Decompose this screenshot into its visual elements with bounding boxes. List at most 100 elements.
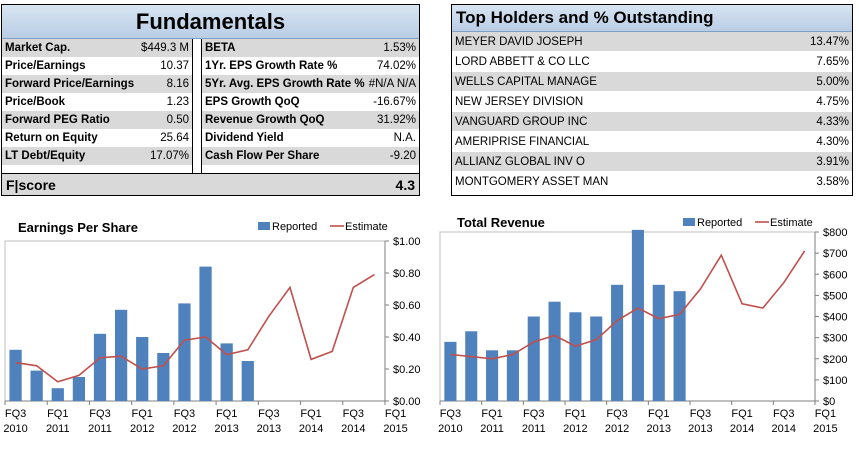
x-tick-year: 2014 [730,423,754,435]
holder-name: AMERIPRISE FINANCIAL [455,135,590,148]
metric-label: Dividend Yield [205,132,284,144]
x-tick-label: FQ3 [258,408,279,420]
column-separator [192,165,202,179]
metric-label: Market Cap. [5,42,71,54]
metric-label: Forward PEG Ratio [5,114,110,126]
holder-row: NEW JERSEY DIVISION 4.75% [452,92,852,112]
reported-bar [157,353,170,401]
x-tick-year: 2011 [480,423,504,435]
x-tick-label: FQ1 [132,408,153,420]
x-tick-year: 2015 [383,423,407,435]
holder-name: NEW JERSEY DIVISION [455,95,584,108]
x-tick-label: FQ3 [440,408,461,420]
reported-bar [241,361,254,401]
x-tick-label: FQ1 [481,408,502,420]
legend-reported-label: Reported [272,221,317,233]
holder-percent: 4.75% [816,95,849,108]
x-tick-label: FQ1 [300,408,321,420]
x-tick-year: 2014 [299,423,323,435]
fundamentals-row: Market Cap. $449.3 M BETA 1.53% [2,39,419,57]
column-separator [192,147,202,165]
reported-bar [590,316,603,401]
estimate-line [15,273,375,383]
x-tick-label: FQ3 [690,408,711,420]
x-tick-label: FQ1 [815,408,836,420]
metric-value: 25.64 [160,132,189,144]
metric-label: 1Yr. EPS Growth Rate % [205,60,338,72]
x-tick-year: 2014 [341,423,365,435]
reported-bar [444,341,457,401]
x-tick-label: FQ1 [47,408,68,420]
legend-reported-swatch [683,218,695,226]
metric-value: 1.53% [383,42,416,54]
reported-bar [72,377,86,401]
legend-estimate-label: Estimate [770,217,813,229]
x-tick-year: 2013 [214,423,238,435]
fscore-row: F|score 4.3 [2,173,419,195]
y-tick-label: $400 [823,312,847,324]
holder-row: AMERIPRISE FINANCIAL 4.30% [452,132,852,152]
plot-area [4,240,386,402]
x-tick-year: 2012 [172,423,196,435]
y-tick-label: $0.40 [393,332,421,344]
x-tick-year: 2012 [605,423,629,435]
holders-table: MEYER DAVID JOSEPH 13.47% LORD ABBETT & CO… [452,32,852,192]
fundamentals-left-cell: Forward PEG Ratio 0.50 [2,114,192,126]
metric-value: -9.20 [389,150,416,162]
fundamentals-right-cell: Cash Flow Per Share -9.20 [202,150,419,162]
x-tick-year: 2014 [772,423,796,435]
reported-bar [9,349,22,401]
legend-reported-label: Reported [697,217,742,229]
holder-percent: 4.30% [816,135,849,148]
top-holders-panel: Top Holders and % Outstanding MEYER DAVI… [451,4,853,196]
holder-percent: 5.00% [816,75,849,88]
metric-value: #N/A N/A [368,78,416,90]
reported-bar [631,229,644,401]
holder-percent: 4.33% [816,115,849,128]
column-separator [192,93,202,111]
fundamentals-right-cell: 1Yr. EPS Growth Rate % 74.02% [202,60,419,72]
reported-bar [486,350,499,401]
metric-label: Forward Price/Earnings [5,78,135,90]
holder-name: MEYER DAVID JOSEPH [455,35,583,48]
x-tick-year: 2012 [130,423,154,435]
holder-row: LORD ABBETT & CO LLC 7.65% [452,52,852,72]
column-separator [192,129,202,147]
x-tick-year: 2010 [438,423,462,435]
reported-bar [465,331,478,401]
reported-bar [611,284,624,401]
metric-value: N.A. [393,132,416,144]
holder-name: ALLIANZ GLOBAL INV O [455,155,585,168]
y-tick-label: $200 [823,354,847,366]
y-tick-label: $0.80 [393,268,421,280]
x-tick-label: FQ3 [523,408,544,420]
y-tick-label: $0.20 [393,364,421,376]
metric-value: 8.16 [166,78,189,90]
x-tick-year: 2011 [522,423,546,435]
x-tick-label: FQ1 [648,408,669,420]
eps-chart-title: Earnings Per Share [18,220,138,235]
x-tick-label: FQ3 [174,408,195,420]
x-tick-year: 2010 [3,423,27,435]
legend-estimate-label: Estimate [345,221,388,233]
x-tick-label: FQ3 [773,408,794,420]
revenue-chart: Total Revenue $0 $100 $200 $300 $400 $500 $600… [435,210,859,449]
x-tick-label: FQ1 [731,408,752,420]
fundamentals-right-cell: 5Yr. Avg. EPS Growth Rate % #N/A N/A [202,78,419,90]
fundamentals-title: Fundamentals [2,5,419,39]
holder-percent: 13.47% [809,35,849,48]
reported-bar [93,333,107,401]
holder-row: MONTGOMERY ASSET MAN 3.58% [452,172,852,192]
holder-name: MONTGOMERY ASSET MAN [455,175,609,188]
reported-bar [51,388,64,401]
eps-chart-svg: $0.00 $0.20 $0.40 $0.60 $0.80 $1.00 FQ3 2010 FQ1… [3,221,421,435]
y-tick-label: $600 [823,269,847,281]
x-tick-year: 2012 [563,423,587,435]
column-separator [192,57,202,75]
estimate-line [450,250,806,360]
y-tick-label: $700 [823,248,847,260]
metric-value: 17.07% [149,150,189,162]
fundamentals-row: LT Debt/Equity 17.07% Cash Flow Per Share -… [2,147,419,165]
reported-bar [548,301,561,401]
metric-value: 31.92% [376,114,416,126]
